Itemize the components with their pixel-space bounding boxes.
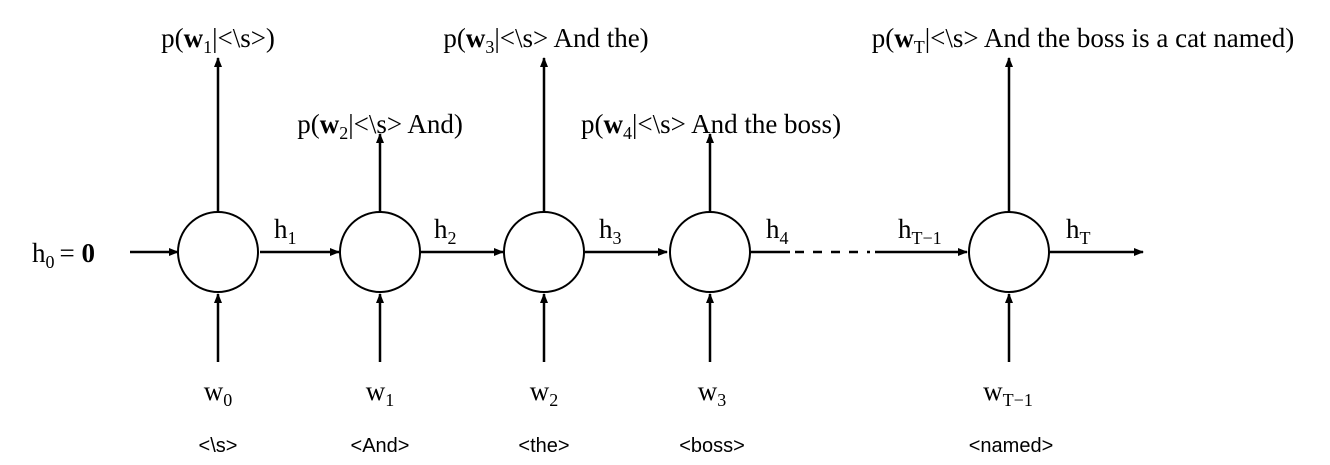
- hidden-symbol: h: [1066, 214, 1080, 244]
- hidden-label-2: h2: [434, 214, 457, 248]
- input-subscript: T−1: [1003, 390, 1033, 410]
- output-subscript: 1: [203, 37, 212, 57]
- hidden-subscript: 4: [780, 228, 789, 248]
- input-symbol: w: [983, 376, 1003, 406]
- input-label-5: wT−1: [983, 376, 1033, 410]
- input-label-4: w3: [698, 376, 727, 410]
- hidden-symbol: h: [898, 214, 912, 244]
- output-word-symbol: w: [320, 109, 340, 139]
- hidden-symbol: h: [434, 214, 448, 244]
- hidden-symbol: h: [599, 214, 613, 244]
- output-word-symbol: w: [466, 23, 486, 53]
- token-label-3: <the>: [518, 435, 569, 457]
- output-word-symbol: w: [603, 109, 623, 139]
- input-subscript: 0: [223, 390, 232, 410]
- hidden-subscript: T−1: [912, 228, 942, 248]
- output-label-1: p(w1|<\s>): [161, 23, 275, 57]
- output-word-symbol: w: [184, 23, 204, 53]
- initial-state-symbol: h: [32, 238, 46, 268]
- token-label-1: <\s>: [199, 435, 238, 457]
- input-subscript: 2: [549, 390, 558, 410]
- rnn-cell-5: [968, 211, 1050, 293]
- input-symbol: w: [698, 376, 718, 406]
- hidden-label-3: h3: [599, 214, 622, 248]
- output-subscript: T: [914, 37, 925, 57]
- output-prefix: p(: [581, 109, 604, 139]
- rnn-cell-3: [503, 211, 585, 293]
- output-condition: |<\s> And the boss): [632, 109, 841, 139]
- output-prefix: p(: [443, 23, 466, 53]
- input-symbol: w: [530, 376, 550, 406]
- output-subscript: 2: [339, 123, 348, 143]
- input-label-1: w0: [204, 376, 233, 410]
- initial-state-subscript: 0: [46, 252, 55, 272]
- output-condition: |<\s>): [212, 23, 275, 53]
- output-label-4: p(w4|<\s> And the boss): [581, 109, 841, 143]
- hidden-subscript: 2: [448, 228, 457, 248]
- output-word-symbol: w: [894, 23, 914, 53]
- output-subscript: 3: [485, 37, 494, 57]
- input-label-3: w2: [530, 376, 559, 410]
- token-label-2: <And>: [351, 435, 410, 457]
- output-label-2: p(w2|<\s> And): [297, 109, 463, 143]
- hidden-subscript: 3: [613, 228, 622, 248]
- initial-state-equals: =: [60, 238, 82, 268]
- output-condition: |<\s> And the boss is a cat named): [925, 23, 1295, 53]
- output-label-3: p(w3|<\s> And the): [443, 23, 648, 57]
- output-condition: |<\s> And the): [494, 23, 648, 53]
- input-subscript: 3: [717, 390, 726, 410]
- rnn-cell-1: [177, 211, 259, 293]
- output-subscript: 4: [623, 123, 632, 143]
- input-label-2: w1: [366, 376, 395, 410]
- rnn-cell-4: [669, 211, 751, 293]
- input-symbol: w: [366, 376, 386, 406]
- hidden-symbol: h: [274, 214, 288, 244]
- hidden-label-4: h4: [766, 214, 789, 248]
- initial-state-label: h0 = 0: [32, 238, 95, 272]
- input-symbol: w: [204, 376, 224, 406]
- hidden-label-final: hT: [1066, 214, 1091, 248]
- token-label-5: <named>: [969, 435, 1054, 457]
- output-prefix: p(: [297, 109, 320, 139]
- output-condition: |<\s> And): [348, 109, 463, 139]
- hidden-subscript: 1: [288, 228, 297, 248]
- input-subscript: 1: [385, 390, 394, 410]
- hidden-symbol: h: [766, 214, 780, 244]
- hidden-subscript: T: [1080, 228, 1091, 248]
- hidden-label-1: h1: [274, 214, 297, 248]
- token-label-4: <boss>: [679, 435, 745, 457]
- hidden-label-incoming-last: hT−1: [898, 214, 942, 248]
- initial-state-zero: 0: [81, 238, 95, 268]
- output-label-5: p(wT|<\s> And the boss is a cat named): [872, 23, 1295, 57]
- output-prefix: p(: [872, 23, 895, 53]
- output-prefix: p(: [161, 23, 184, 53]
- rnn-cell-2: [339, 211, 421, 293]
